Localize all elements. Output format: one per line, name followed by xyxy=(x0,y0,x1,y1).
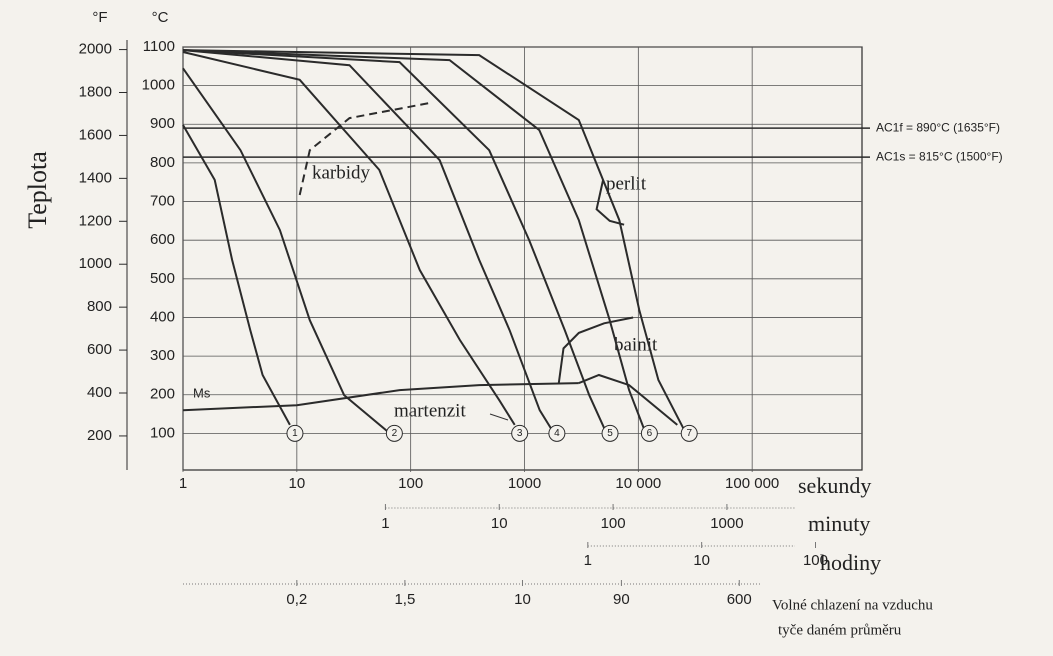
curve-number: 5 xyxy=(607,428,613,439)
x-axis-title: sekundy xyxy=(798,473,871,498)
y2-tick-label: 1800 xyxy=(79,83,112,100)
y-tick-label: 1000 xyxy=(142,77,175,94)
cooling-curve xyxy=(182,49,646,431)
y-tick-label: 800 xyxy=(150,154,175,171)
secondary-tick-label: 1000 xyxy=(710,515,743,532)
y-tick-label: 400 xyxy=(150,308,175,325)
secondary-tick-label: 1 xyxy=(381,515,389,532)
minutes-axis-title: minuty xyxy=(808,511,870,536)
x-tick-label: 1000 xyxy=(508,475,541,492)
secondary-tick-label: 1,5 xyxy=(394,591,415,608)
secondary-tick-label: 100 xyxy=(803,552,828,569)
curve-marker xyxy=(511,424,529,442)
x-tick-label: 10 xyxy=(288,475,305,492)
transformation-boundary xyxy=(557,316,634,384)
secondary-tick-label: 10 xyxy=(514,591,531,608)
y-tick-label: 300 xyxy=(150,347,175,364)
curve-marker xyxy=(548,424,566,442)
transformation-boundary xyxy=(298,102,430,196)
hours-axis-title: hodiny xyxy=(820,550,881,575)
curve-number: 4 xyxy=(554,428,560,439)
region-label: karbidy xyxy=(312,162,371,183)
cooling-curve xyxy=(182,124,291,426)
transformation-boundary xyxy=(578,373,678,426)
secondary-tick-label: 0,2 xyxy=(286,591,307,608)
curve-number: 3 xyxy=(517,428,523,439)
reference-label: AC1s = 815°C (1500°F) xyxy=(876,149,1003,163)
y2-tick-label: 1600 xyxy=(79,126,112,143)
region-label: perlit xyxy=(606,173,647,194)
cooling-curve xyxy=(182,67,391,434)
secondary-tick-label: 100 xyxy=(601,515,626,532)
y2-tick-label: 1400 xyxy=(79,169,112,186)
y-tick-label: 600 xyxy=(150,231,175,248)
diameter-axis-title: tyče daném průměru xyxy=(778,622,902,638)
pointer xyxy=(489,413,509,421)
cooling-curve xyxy=(182,49,686,431)
ms-label: Ms xyxy=(193,385,211,400)
y-axis-title: Teplota xyxy=(23,151,52,229)
curve-marker xyxy=(385,424,403,442)
secondary-tick-label: 1 xyxy=(584,552,592,569)
secondary-tick-label: 90 xyxy=(613,591,630,608)
y2-tick-label: 400 xyxy=(87,384,112,401)
y2-unit: °F xyxy=(92,9,107,26)
y2-tick-label: 600 xyxy=(87,341,112,358)
y2-tick-label: 800 xyxy=(87,298,112,315)
curve-number: 1 xyxy=(292,428,298,439)
curve-number: 7 xyxy=(686,428,692,439)
cooling-curve xyxy=(182,51,516,426)
y-tick-label: 1100 xyxy=(143,38,175,55)
y-tick-label: 700 xyxy=(150,193,175,210)
curve-number: 2 xyxy=(392,428,398,439)
curve-marker xyxy=(680,424,698,442)
y-unit: °C xyxy=(152,9,169,26)
y-tick-label: 900 xyxy=(150,115,175,132)
curve-marker xyxy=(640,424,658,442)
x-tick-label: 1 xyxy=(179,475,187,492)
curve-marker xyxy=(601,424,619,442)
ms-line xyxy=(182,382,579,412)
y2-tick-label: 1000 xyxy=(79,255,112,272)
x-tick-label: 10 000 xyxy=(615,475,661,492)
secondary-tick-label: 600 xyxy=(727,591,752,608)
y-tick-label: 200 xyxy=(150,386,175,403)
y2-tick-label: 200 xyxy=(87,427,112,444)
transformation-boundary xyxy=(595,179,625,226)
curve-marker xyxy=(286,424,304,442)
x-tick-label: 100 xyxy=(398,475,423,492)
y2-tick-label: 2000 xyxy=(79,41,112,58)
secondary-tick-label: 10 xyxy=(491,515,508,532)
curve-number: 6 xyxy=(647,428,653,439)
region-label: martenzit xyxy=(394,400,466,421)
x-tick-label: 100 000 xyxy=(725,475,779,492)
diameter-axis-title: Volné chlazení na vzduchu xyxy=(772,597,933,613)
y-tick-label: 500 xyxy=(150,270,175,287)
y-tick-label: 100 xyxy=(150,424,175,441)
y2-tick-label: 1200 xyxy=(79,212,112,229)
reference-label: AC1f = 890°C (1635°F) xyxy=(876,120,1000,134)
cooling-curve xyxy=(182,49,606,431)
secondary-tick-label: 10 xyxy=(693,552,710,569)
cooling-curve xyxy=(182,49,553,431)
